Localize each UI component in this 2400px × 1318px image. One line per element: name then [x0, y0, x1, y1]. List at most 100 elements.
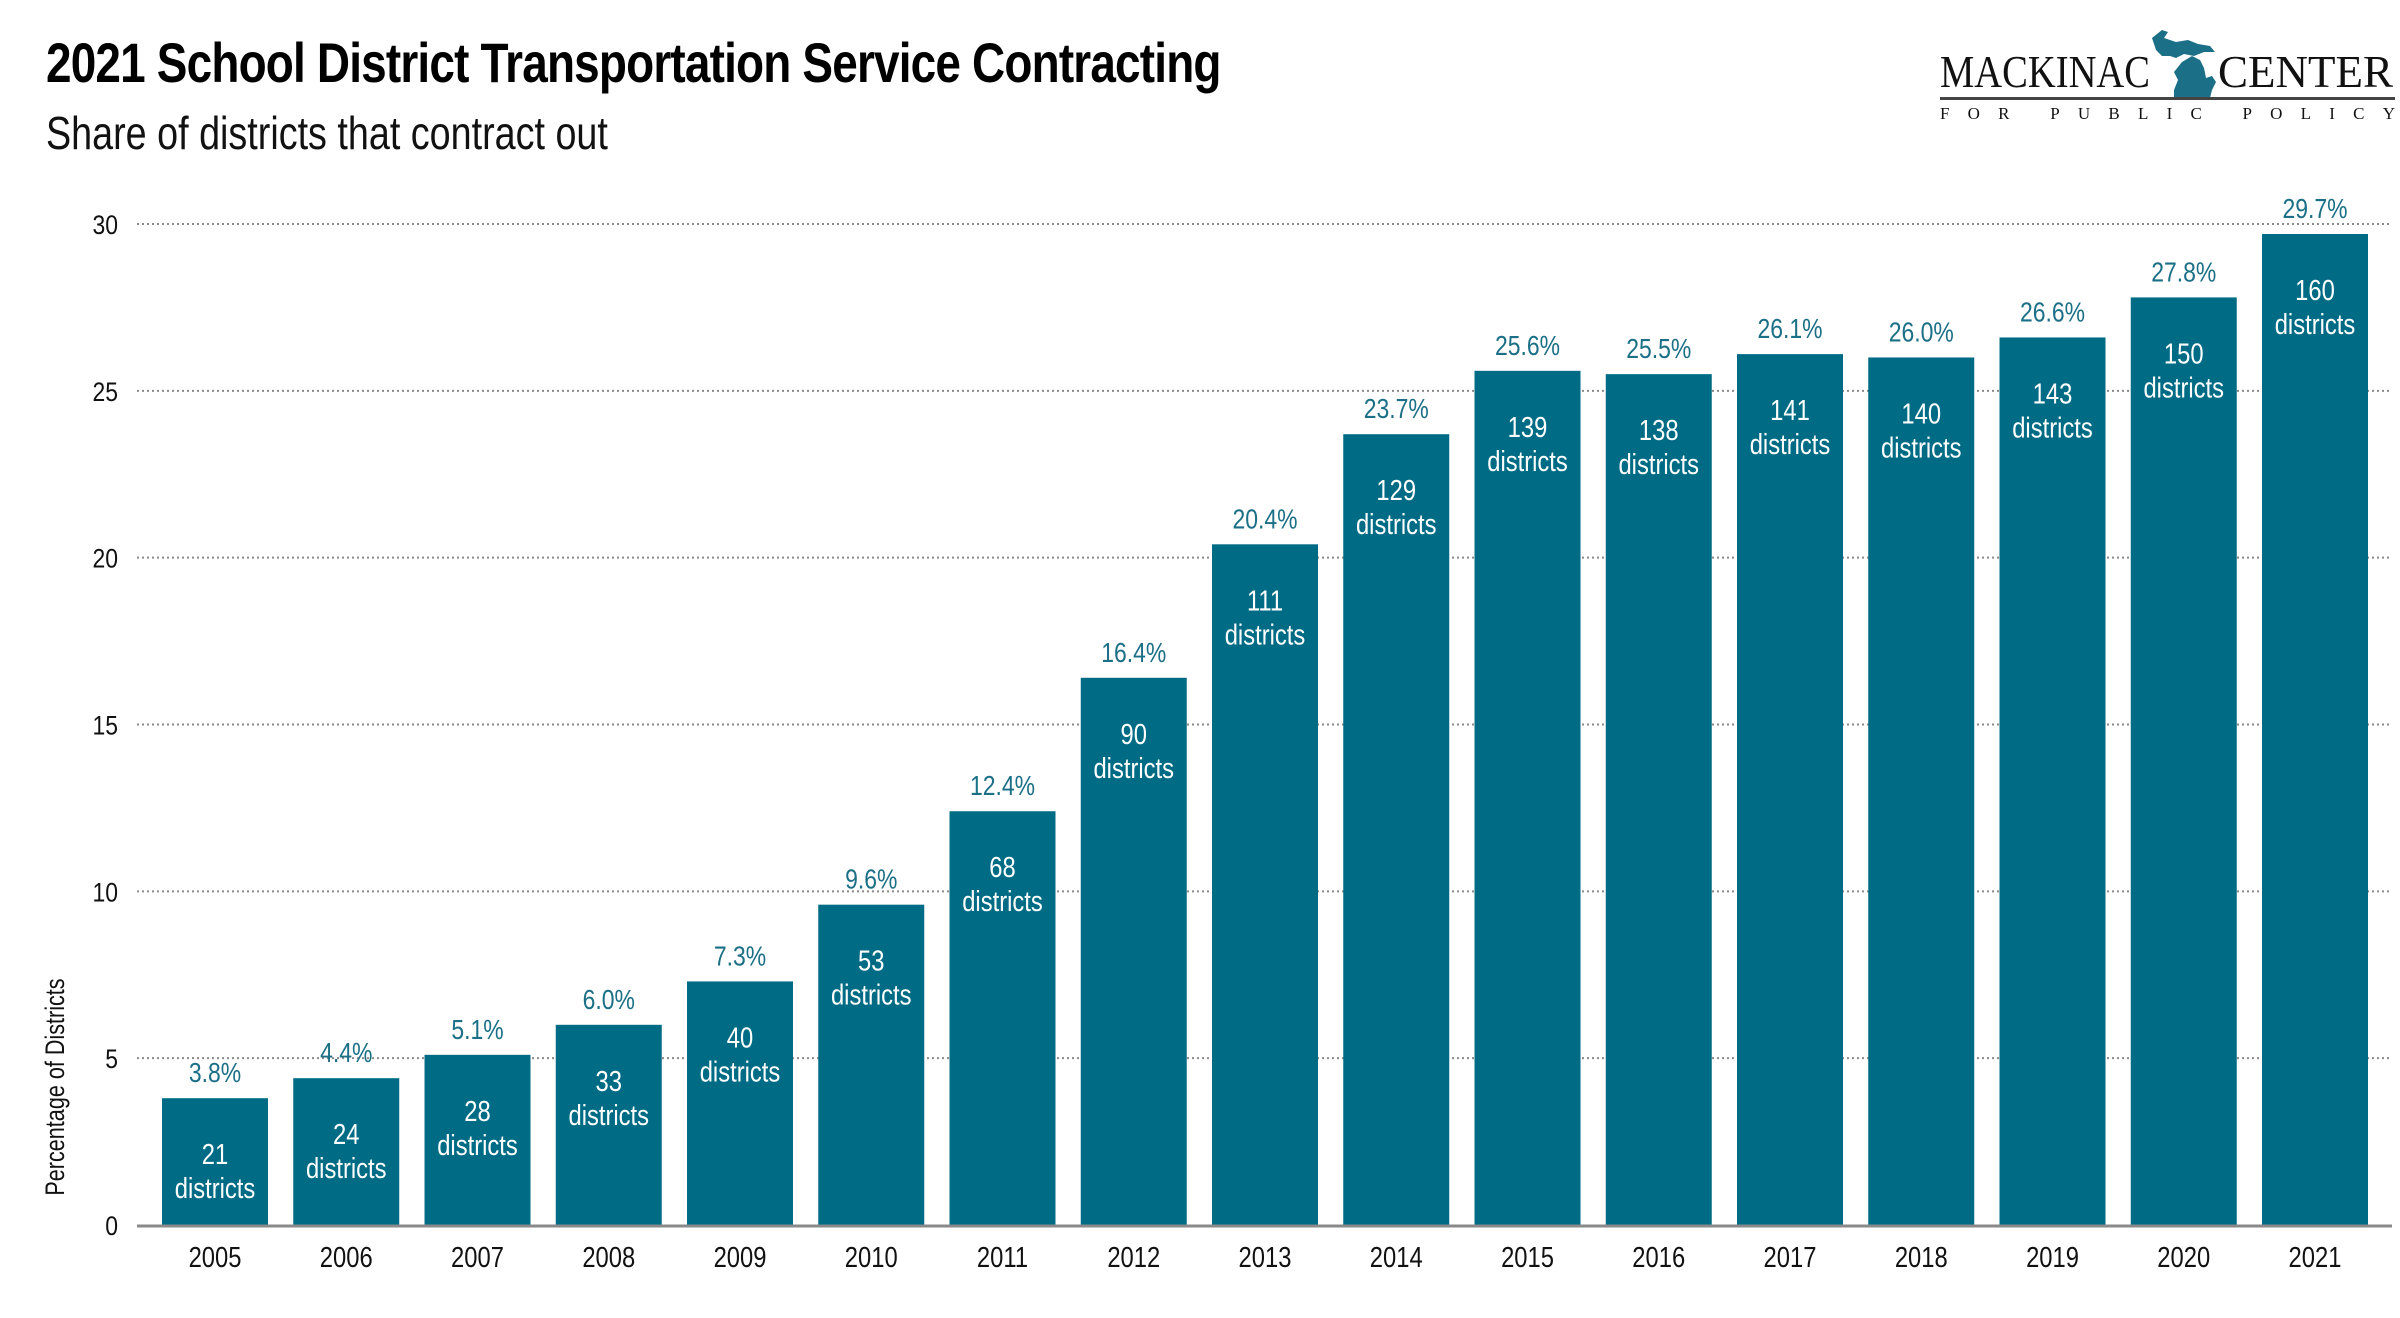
- bar-count-suffix: districts: [306, 1152, 387, 1185]
- bar-value-label: 26.0%: [1889, 317, 1954, 348]
- bar-value-label: 7.3%: [714, 941, 766, 972]
- bar: [555, 1024, 662, 1225]
- bar-count-suffix: districts: [2275, 308, 2356, 341]
- bars: 3.8%21districts4.4%24districts5.1%28dist…: [162, 194, 2368, 1226]
- bar-count-suffix: districts: [2012, 411, 2093, 444]
- x-tick-label: 2018: [1895, 1241, 1948, 1274]
- logo-name-left: MACKINAC: [1940, 46, 2150, 97]
- bar-count-suffix: districts: [831, 978, 912, 1011]
- bar-value-label: 26.1%: [1757, 314, 1822, 345]
- x-tick-label: 2014: [1370, 1241, 1423, 1274]
- x-tick-label: 2011: [977, 1241, 1028, 1274]
- bar-value-label: 6.0%: [583, 985, 635, 1016]
- bar-value-label: 3.8%: [189, 1058, 241, 1089]
- logo-divider: [1940, 97, 2395, 100]
- x-tick-label: 2012: [1107, 1241, 1160, 1274]
- x-tick-label: 2016: [1632, 1241, 1685, 1274]
- y-axis-label: Percentage of Districts: [41, 978, 71, 1195]
- bar-count-label: 53: [858, 944, 884, 977]
- bar-count-label: 68: [989, 851, 1015, 884]
- bar-value-label: 27.8%: [2151, 257, 2216, 288]
- x-tick-label: 2019: [2026, 1241, 2079, 1274]
- bar-count-label: 21: [202, 1138, 228, 1171]
- bar-value-label: 29.7%: [2282, 194, 2347, 225]
- bar-count-suffix: districts: [1093, 752, 1174, 785]
- logo-name-right: CENTER: [2218, 46, 2393, 97]
- bar-value-label: 4.4%: [320, 1038, 372, 1069]
- michigan-map-icon: [2152, 30, 2216, 98]
- bar: [949, 811, 1056, 1225]
- y-tick-label: 20: [92, 544, 118, 574]
- logo-tagline: FOR PUBLIC POLICY: [1940, 104, 2395, 123]
- bar-count-suffix: districts: [1356, 508, 1437, 541]
- bar-value-label: 25.5%: [1626, 334, 1691, 365]
- bar-count-label: 138: [1639, 414, 1679, 447]
- bar-value-label: 5.1%: [451, 1015, 503, 1046]
- bar-value-label: 23.7%: [1364, 394, 1429, 425]
- x-tick-label: 2020: [2157, 1241, 2210, 1274]
- bar-count-suffix: districts: [1618, 448, 1699, 481]
- bar-count-label: 40: [727, 1021, 753, 1054]
- x-tick-label: 2009: [714, 1241, 767, 1274]
- bar-count-label: 28: [464, 1095, 490, 1128]
- x-tick-label: 2008: [582, 1241, 635, 1274]
- bar-count-label: 139: [1508, 411, 1548, 444]
- y-tick-label: 10: [92, 878, 118, 908]
- x-tick-label: 2006: [320, 1241, 373, 1274]
- bar: [293, 1078, 400, 1225]
- bar-count-label: 160: [2295, 274, 2335, 307]
- bar-value-label: 26.6%: [2020, 297, 2085, 328]
- y-tick-label: 5: [105, 1044, 118, 1074]
- x-tick-label: 2017: [1764, 1241, 1817, 1274]
- bar: [1605, 374, 1712, 1225]
- bar-count-label: 90: [1121, 718, 1147, 751]
- bar-count-suffix: districts: [1881, 431, 1962, 464]
- bar-count-label: 141: [1770, 394, 1810, 427]
- y-tick-label: 25: [92, 377, 118, 407]
- bar: [1343, 434, 1450, 1226]
- y-tick-label: 30: [92, 210, 118, 240]
- bar-value-label: 9.6%: [845, 865, 897, 896]
- bar-count-label: 33: [596, 1065, 622, 1098]
- bar-value-label: 20.4%: [1232, 504, 1297, 535]
- bar-count-label: 140: [1901, 397, 1941, 430]
- bar: [1868, 357, 1975, 1225]
- bar: [1737, 354, 1843, 1225]
- bar: [1080, 677, 1187, 1225]
- bar: [1212, 544, 1318, 1225]
- bar-count-suffix: districts: [568, 1099, 649, 1132]
- bar: [424, 1054, 531, 1225]
- bar-count-suffix: districts: [962, 885, 1043, 918]
- mackinac-center-logo: MACKINAC CENTER FOR PUBLIC POLICY: [1940, 30, 2395, 123]
- bar-count-label: 129: [1376, 474, 1416, 507]
- bar-count-suffix: districts: [1487, 445, 1568, 478]
- bar: [687, 981, 793, 1225]
- bar: [2262, 234, 2368, 1225]
- bar: [1999, 337, 2106, 1225]
- x-tick-label: 2007: [451, 1241, 504, 1274]
- x-tick-label: 2005: [189, 1241, 242, 1274]
- bar-count-suffix: districts: [1750, 428, 1831, 461]
- bar: [1474, 370, 1581, 1225]
- chart-title: 2021 School District Transportation Serv…: [46, 31, 1221, 94]
- bar: [162, 1098, 268, 1225]
- x-tick-label: 2010: [845, 1241, 898, 1274]
- chart-subtitle: Share of districts that contract out: [46, 107, 608, 159]
- y-axis-ticks: 0 5 10 15 20 25 30: [92, 210, 118, 1241]
- bar-value-label: 25.6%: [1495, 331, 1560, 362]
- bar-count-suffix: districts: [2143, 371, 2224, 404]
- bar-count-suffix: districts: [1225, 618, 1306, 651]
- bar-count-suffix: districts: [437, 1129, 518, 1162]
- bar-count-label: 150: [2164, 337, 2204, 370]
- x-tick-label: 2021: [2289, 1241, 2342, 1274]
- bar: [2130, 297, 2237, 1225]
- x-tick-label: 2015: [1501, 1241, 1554, 1274]
- bar-count-suffix: districts: [700, 1055, 781, 1088]
- y-tick-label: 15: [92, 711, 118, 741]
- bar-value-label: 12.4%: [970, 771, 1035, 802]
- bar: [818, 904, 925, 1225]
- x-tick-label: 2013: [1239, 1241, 1292, 1274]
- bar-count-suffix: districts: [175, 1172, 256, 1205]
- bar-value-label: 16.4%: [1101, 638, 1166, 669]
